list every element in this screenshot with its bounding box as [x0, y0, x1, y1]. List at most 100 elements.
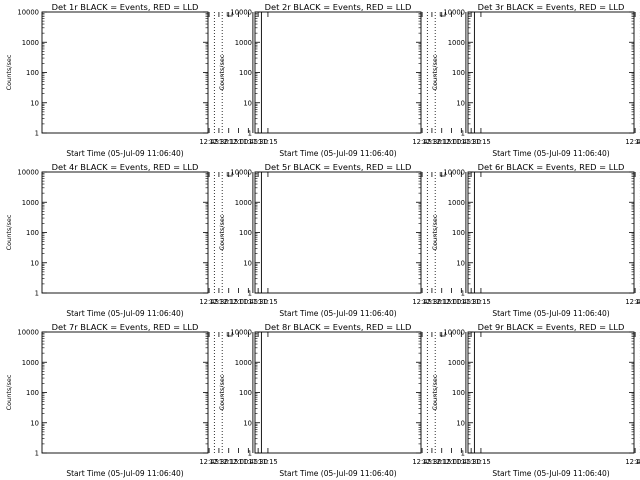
y-tick-label: 10 — [243, 99, 252, 107]
plot-frame — [41, 171, 209, 294]
x-tick-label: 11:45 — [239, 458, 259, 466]
y-axis-label: Counts/sec — [431, 374, 439, 410]
x-tick-label: 12:15 — [219, 458, 239, 466]
interval-bracket — [439, 12, 446, 17]
x-tick-label: 12:30 — [209, 138, 229, 146]
y-tick-label: 10000 — [17, 9, 39, 17]
y-axis-label: Counts/sec — [431, 214, 439, 250]
plot-frame — [41, 331, 209, 454]
x-tick-label: 11:30 — [461, 298, 481, 306]
chart-title: Det 6r BLACK = Events, RED = LLD — [478, 162, 625, 172]
interval-bracket — [439, 332, 446, 337]
x-axis-label: Start Time (05-Jul-09 11:06:40) — [66, 149, 183, 158]
y-tick-label: 10 — [456, 419, 465, 427]
x-tick-label: 11:30 — [461, 458, 481, 466]
x-tick-label: 12:45 — [199, 458, 219, 466]
x-tick-label: 12:30 — [422, 458, 442, 466]
y-axis-label: Counts/sec — [5, 214, 13, 250]
chart-panel-3: Det 3r BLACK = Events, RED = LLD Counts/s… — [431, 2, 640, 158]
x-tick-label: 12:00 — [442, 298, 462, 306]
x-tick-label: 12:15 — [432, 298, 452, 306]
y-tick-label: 1000 — [448, 39, 465, 47]
interval-bracket — [226, 172, 233, 177]
x-tick-label: 12:30 — [422, 298, 442, 306]
y-tick-label: 1000 — [448, 359, 465, 367]
chart-title: Det 7r BLACK = Events, RED = LLD — [52, 322, 199, 332]
chart-panel-5: Det 5r BLACK = Events, RED = LLD Counts/s… — [218, 162, 491, 318]
series-events-line — [634, 30, 640, 68]
y-tick-label: 100 — [26, 69, 39, 77]
plot-frame — [41, 11, 209, 134]
y-tick-label: 1 — [461, 130, 465, 138]
series-lld-line — [634, 25, 640, 66]
x-tick-label: 11:30 — [461, 138, 481, 146]
series-lld-line — [634, 341, 640, 382]
y-tick-label: 1 — [248, 130, 252, 138]
x-tick-label: 12:15 — [219, 138, 239, 146]
x-axis-label: Start Time (05-Jul-09 11:06:40) — [492, 149, 609, 158]
y-tick-label: 10 — [30, 419, 39, 427]
y-tick-label: 100 — [452, 69, 465, 77]
y-tick-label: 10000 — [443, 169, 465, 177]
chart-panel-1: Det 1r BLACK = Events, RED = LLD Counts/s… — [5, 2, 278, 158]
plot-frame — [254, 11, 422, 134]
y-tick-label: 1000 — [448, 199, 465, 207]
x-tick-label: 12:45 — [412, 138, 432, 146]
x-tick-label: 12:30 — [635, 298, 640, 306]
x-tick-label: 12:45 — [625, 298, 640, 306]
x-axis-label: Start Time (05-Jul-09 11:06:40) — [66, 309, 183, 318]
plot-frame — [467, 11, 635, 134]
y-tick-label: 1000 — [22, 359, 39, 367]
y-axis-label: Counts/sec — [218, 214, 226, 250]
y-tick-label: 100 — [26, 229, 39, 237]
x-axis-label: Start Time (05-Jul-09 11:06:40) — [279, 309, 396, 318]
interval-bracket — [439, 172, 446, 177]
chart-title: Det 4r BLACK = Events, RED = LLD — [52, 162, 199, 172]
x-tick-label: 12:30 — [422, 138, 442, 146]
x-tick-label: 12:45 — [199, 298, 219, 306]
chart-panel-9: Det 9r BLACK = Events, RED = LLD Counts/s… — [431, 322, 640, 478]
y-tick-label: 100 — [26, 389, 39, 397]
x-tick-label: 12:00 — [229, 298, 249, 306]
x-tick-label: 11:15 — [258, 298, 278, 306]
x-tick-label: 12:15 — [219, 298, 239, 306]
x-axis-label: Start Time (05-Jul-09 11:06:40) — [279, 469, 396, 478]
y-tick-label: 1000 — [235, 359, 252, 367]
y-tick-label: 10000 — [17, 169, 39, 177]
y-axis-label: Counts/sec — [5, 54, 13, 90]
y-tick-label: 1 — [248, 290, 252, 298]
y-tick-label: 1 — [35, 130, 39, 138]
y-tick-label: 1 — [461, 290, 465, 298]
y-axis-label: Counts/sec — [218, 54, 226, 90]
interval-bracket — [226, 332, 233, 337]
x-tick-label: 11:30 — [248, 298, 268, 306]
x-tick-label: 12:15 — [432, 138, 452, 146]
x-tick-label: 12:30 — [209, 298, 229, 306]
y-tick-label: 100 — [239, 69, 252, 77]
x-tick-label: 12:00 — [442, 458, 462, 466]
x-tick-label: 12:45 — [625, 458, 640, 466]
chart-title: Det 5r BLACK = Events, RED = LLD — [265, 162, 412, 172]
series-events-line — [634, 354, 640, 396]
y-tick-label: 10000 — [230, 169, 252, 177]
chart-title: Det 1r BLACK = Events, RED = LLD — [52, 2, 199, 12]
plot-frame — [467, 171, 635, 294]
x-tick-label: 12:45 — [412, 458, 432, 466]
y-tick-label: 10 — [456, 99, 465, 107]
x-tick-label: 11:45 — [452, 138, 472, 146]
chart-title: Det 9r BLACK = Events, RED = LLD — [478, 322, 625, 332]
plot-frame — [254, 331, 422, 454]
chart-panel-7: Det 7r BLACK = Events, RED = LLD Counts/s… — [5, 322, 278, 478]
y-tick-label: 1 — [35, 450, 39, 458]
x-tick-label: 12:15 — [432, 458, 452, 466]
x-axis-label: Start Time (05-Jul-09 11:06:40) — [492, 309, 609, 318]
y-tick-label: 100 — [239, 229, 252, 237]
x-tick-label: 12:45 — [625, 138, 640, 146]
y-tick-label: 10000 — [230, 9, 252, 17]
y-tick-label: 1 — [461, 450, 465, 458]
series-lld-line — [634, 183, 640, 227]
y-tick-label: 10 — [30, 259, 39, 267]
y-tick-label: 10000 — [17, 329, 39, 337]
chart-title: Det 2r BLACK = Events, RED = LLD — [265, 2, 412, 12]
